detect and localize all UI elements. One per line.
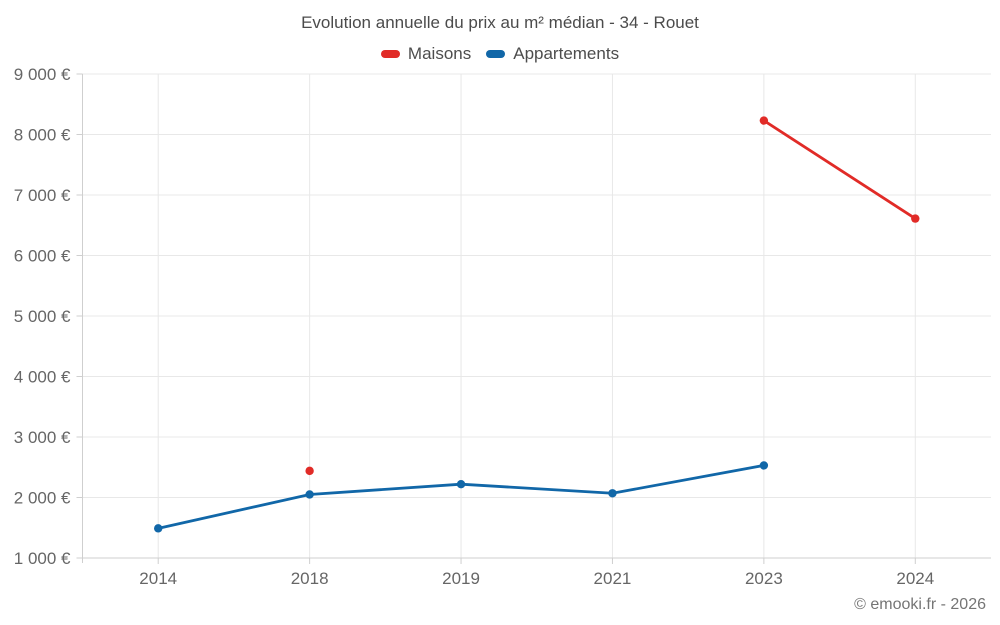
y-axis-label: 4 000 € [14, 368, 71, 387]
y-axis-label: 9 000 € [14, 65, 71, 84]
y-axis-label: 1 000 € [14, 549, 71, 568]
y-axis-label: 2 000 € [14, 489, 71, 508]
x-axis-label: 2023 [745, 569, 783, 588]
y-axis-label: 3 000 € [14, 428, 71, 447]
copyright-credit: © emooki.fr - 2026 [854, 596, 986, 613]
legend-item-appartements[interactable]: Appartements [486, 44, 619, 64]
x-axis-label: 2014 [139, 569, 177, 588]
x-axis-label: 2024 [896, 569, 934, 588]
legend-item-maisons[interactable]: Maisons [380, 44, 472, 64]
legend-label-appartements: Appartements [513, 44, 620, 63]
x-axis-label: 2018 [291, 569, 329, 588]
y-axis-label: 7 000 € [14, 186, 71, 205]
data-point-appartements-2023[interactable] [759, 461, 769, 470]
data-point-maisons-2023[interactable] [759, 116, 769, 125]
data-point-appartements-2014[interactable] [154, 524, 163, 533]
legend-swatch-maisons-icon [380, 50, 400, 58]
legend-label-maisons: Maisons [407, 44, 472, 63]
data-point-appartements-2019[interactable] [456, 479, 466, 489]
x-axis-label: 2019 [442, 569, 480, 588]
series-line-maisons [762, 119, 917, 220]
chart-title: Evolution annuelle du prix au m² médian … [301, 13, 699, 32]
y-axis-label: 5 000 € [14, 307, 71, 326]
chart-legend: Maisons Appartements [0, 44, 1000, 64]
y-axis-label: 8 000 € [14, 126, 71, 145]
data-point-maisons-2024[interactable] [911, 214, 920, 223]
data-point-appartements-2021[interactable] [608, 489, 617, 498]
data-point-appartements-2018[interactable] [305, 490, 314, 499]
data-point-maisons-2018[interactable] [305, 466, 314, 476]
x-axis-label: 2021 [594, 569, 632, 588]
legend-swatch-appartements-icon [486, 50, 506, 58]
y-axis-label: 6 000 € [14, 247, 71, 266]
